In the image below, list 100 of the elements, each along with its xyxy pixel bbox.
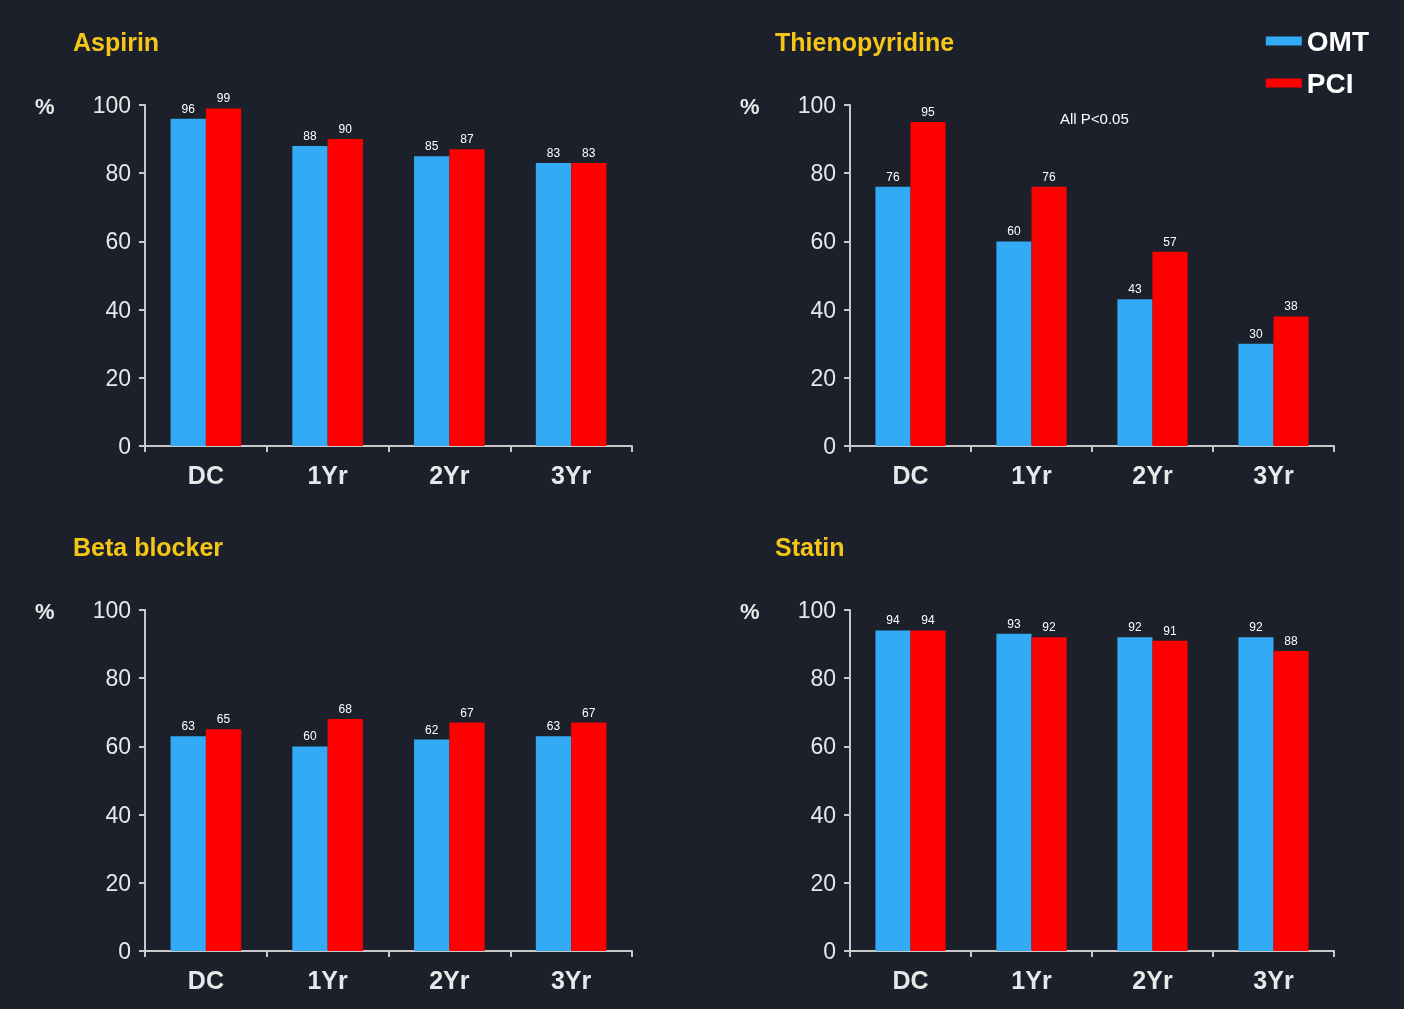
data-label: 62 [425, 722, 439, 737]
bar [170, 118, 206, 446]
y-tick-label: 80 [105, 665, 131, 692]
x-tick-label: DC [187, 965, 224, 994]
legend-label: PCI [1306, 67, 1354, 99]
y-tick-label: 0 [118, 433, 131, 459]
data-label: 92 [1128, 620, 1142, 635]
y-axis-title: % [740, 598, 760, 624]
y-tick-label: 100 [797, 92, 836, 118]
x-tick-label: 1Yr [1011, 965, 1052, 994]
y-tick-label: 100 [92, 92, 131, 118]
y-tick-label: 60 [810, 228, 836, 255]
chart-title: Aspirin [73, 27, 160, 56]
data-label: 99 [216, 91, 231, 106]
x-tick-label: 3Yr [1253, 460, 1294, 489]
bar [170, 736, 206, 951]
data-label: 85 [425, 139, 439, 154]
data-label: 83 [546, 145, 561, 160]
bar [996, 241, 1032, 446]
x-tick-label: 1Yr [307, 965, 349, 994]
data-label: 63 [546, 719, 561, 734]
bar [1152, 251, 1188, 446]
y-tick-label: 40 [810, 296, 836, 323]
y-tick-label: 0 [823, 938, 836, 964]
y-tick-label: 20 [105, 364, 131, 391]
x-tick-label: 2Yr [1132, 460, 1173, 489]
bar [449, 149, 485, 446]
x-tick-label: 2Yr [429, 965, 470, 994]
bar [292, 746, 328, 951]
data-label: 95 [921, 105, 936, 120]
data-label: 93 [1007, 616, 1021, 631]
y-tick-label: 100 [92, 597, 131, 623]
data-label: 92 [1042, 620, 1057, 635]
bar [571, 162, 607, 446]
x-tick-label: 1Yr [1011, 460, 1052, 489]
x-tick-label: 2Yr [429, 460, 470, 489]
data-label: 88 [1284, 633, 1299, 648]
data-label: 83 [582, 145, 596, 160]
bar [1273, 316, 1309, 446]
data-label: 76 [1042, 169, 1057, 184]
bar [875, 186, 911, 446]
bar [327, 719, 363, 951]
x-tick-label: 1Yr [307, 460, 349, 489]
y-tick-label: 40 [105, 801, 131, 828]
legend-label: OMT [1306, 25, 1370, 57]
data-label: 87 [460, 132, 475, 147]
x-tick-label: 3Yr [550, 460, 592, 489]
bar [292, 145, 328, 446]
data-label: 67 [460, 705, 475, 720]
x-tick-label: DC [187, 460, 224, 489]
y-tick-label: 0 [823, 433, 836, 459]
chart-title: Thienopyridine [775, 27, 955, 56]
data-label: 68 [338, 702, 353, 717]
bar [1031, 186, 1067, 446]
y-axis-title: % [35, 598, 55, 624]
data-label: 43 [1128, 282, 1142, 297]
data-label: 88 [303, 128, 317, 143]
y-tick-label: 100 [797, 597, 836, 623]
x-tick-label: DC [892, 460, 929, 489]
data-label: 38 [1284, 299, 1299, 314]
y-tick-label: 60 [810, 733, 836, 760]
y-tick-label: 80 [810, 160, 836, 187]
bar [535, 162, 572, 446]
bar [571, 722, 607, 951]
data-label: 60 [1007, 224, 1021, 239]
bar [535, 736, 572, 951]
bar [205, 108, 242, 446]
data-label: 94 [886, 613, 900, 628]
x-tick-label: DC [892, 965, 929, 994]
data-label: 92 [1249, 620, 1263, 635]
data-label: 30 [1249, 326, 1263, 341]
data-label: 94 [921, 613, 936, 628]
data-label: 91 [1163, 623, 1178, 638]
y-axis-title: % [740, 93, 760, 119]
y-tick-label: 0 [118, 938, 131, 964]
x-tick-label: 3Yr [1253, 965, 1294, 994]
y-tick-label: 80 [105, 160, 131, 187]
chart-title: Statin [775, 532, 845, 561]
bar [910, 122, 946, 446]
data-label: 65 [216, 712, 231, 727]
bar [1117, 299, 1153, 446]
x-tick-label: 2Yr [1132, 965, 1173, 994]
bar [327, 139, 363, 446]
bar [449, 722, 485, 951]
data-label: 63 [181, 719, 196, 734]
bar [414, 156, 450, 446]
data-label: 67 [582, 705, 596, 720]
y-tick-label: 20 [105, 869, 131, 896]
y-tick-label: 60 [105, 228, 131, 255]
y-tick-label: 20 [810, 869, 836, 896]
data-label: 60 [303, 729, 317, 744]
y-tick-label: 80 [810, 665, 836, 692]
y-axis-title: % [35, 93, 55, 119]
y-tick-label: 40 [810, 801, 836, 828]
data-label: 96 [181, 101, 196, 116]
y-tick-label: 20 [810, 364, 836, 391]
annotation: All P<0.05 [1060, 110, 1129, 127]
bar [1238, 343, 1274, 446]
data-label: 76 [886, 169, 900, 184]
data-label: 90 [338, 122, 353, 137]
